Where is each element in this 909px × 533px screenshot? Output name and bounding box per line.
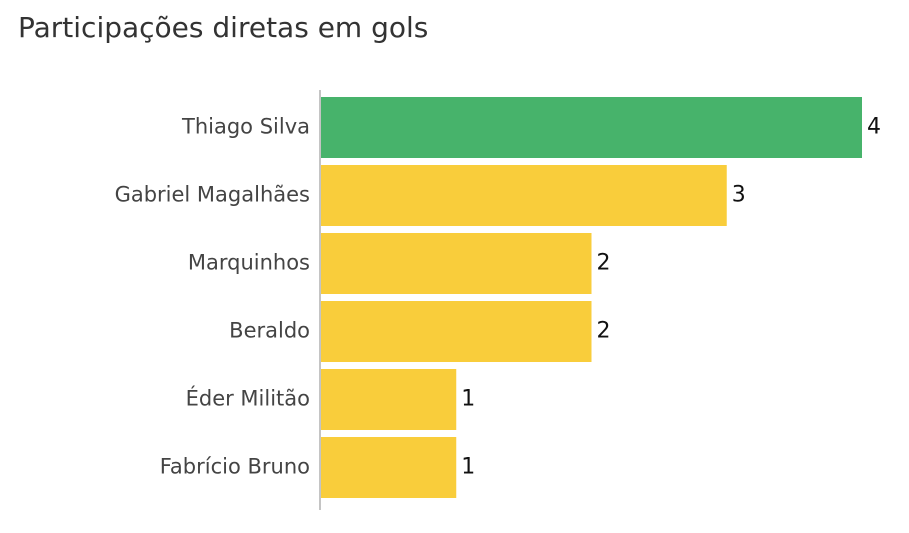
value-label: 4 xyxy=(867,115,881,140)
y-tick-label: Beraldo xyxy=(229,319,310,343)
value-label: 3 xyxy=(732,183,746,208)
chart-title: Participações diretas em gols xyxy=(18,11,428,44)
y-tick-label: Fabrício Bruno xyxy=(160,455,310,479)
bar xyxy=(321,369,457,430)
value-label: 1 xyxy=(461,387,475,412)
value-label: 2 xyxy=(597,319,611,344)
value-label: 1 xyxy=(461,455,475,480)
y-tick-label: Marquinhos xyxy=(188,251,310,275)
bar xyxy=(321,165,727,226)
y-tick-label: Thiago Silva xyxy=(181,115,310,139)
y-tick-label: Gabriel Magalhães xyxy=(115,183,310,207)
y-tick-label: Éder Militão xyxy=(186,386,310,411)
value-label: 2 xyxy=(597,251,611,276)
bar xyxy=(321,233,592,294)
bar xyxy=(321,97,862,158)
bar xyxy=(321,437,457,498)
bar xyxy=(321,301,592,362)
